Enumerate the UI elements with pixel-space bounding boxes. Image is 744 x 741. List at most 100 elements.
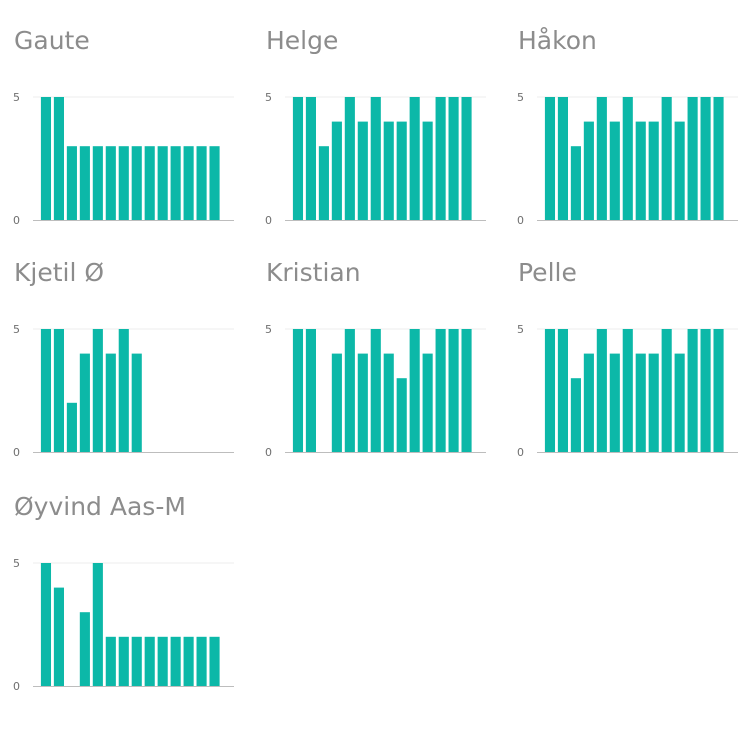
bar	[661, 329, 672, 452]
bar	[105, 146, 116, 220]
bar	[183, 146, 194, 220]
bar	[92, 563, 103, 686]
bar	[396, 121, 407, 220]
bar	[40, 563, 52, 686]
chart-title: Helge	[266, 26, 339, 55]
bar	[344, 97, 355, 220]
bar	[700, 329, 711, 452]
chart-plot: 05010	[517, 323, 738, 459]
bar	[674, 353, 685, 452]
bar	[305, 97, 316, 220]
bar	[700, 97, 711, 220]
bar	[583, 353, 594, 452]
bar	[370, 329, 381, 452]
chart-title: Håkon	[518, 26, 597, 55]
bar	[357, 353, 368, 452]
bar	[570, 146, 581, 220]
bar	[79, 146, 90, 220]
chart-panel: Kristian05010	[252, 232, 504, 464]
bar	[422, 121, 433, 220]
chart-plot: 05010	[13, 557, 234, 693]
bar	[409, 329, 420, 452]
bar	[292, 329, 304, 452]
y-tick-label: 5	[265, 323, 272, 336]
y-tick-label: 5	[13, 323, 20, 336]
chart-title: Kjetil Ø	[14, 258, 105, 287]
chart-title: Pelle	[518, 258, 577, 287]
y-tick-label: 5	[13, 557, 20, 570]
bar	[383, 121, 394, 220]
bar	[105, 353, 116, 452]
chart-panel: Øyvind Aas-M 05010	[0, 466, 252, 698]
chart-panel: Håkon 05010	[504, 0, 744, 232]
bar	[622, 97, 633, 220]
bar	[674, 121, 685, 220]
bar	[557, 97, 568, 220]
chart-panel: Helge05010	[252, 0, 504, 232]
bar	[331, 121, 342, 220]
bar	[396, 378, 407, 452]
bar	[635, 353, 646, 452]
bar	[687, 329, 698, 452]
bar	[661, 97, 672, 220]
bar	[461, 97, 472, 220]
y-tick-label: 0	[517, 446, 524, 459]
bar	[131, 146, 142, 220]
bar	[118, 146, 129, 220]
bar	[596, 329, 607, 452]
bar	[131, 353, 142, 452]
chart-panel: Pelle 05010	[504, 232, 744, 464]
bar	[648, 121, 659, 220]
bar	[609, 121, 620, 220]
y-tick-label: 0	[13, 214, 20, 227]
bar	[448, 97, 459, 220]
y-tick-label: 5	[265, 91, 272, 104]
bar	[435, 329, 446, 452]
bar	[648, 353, 659, 452]
bar	[461, 329, 472, 452]
bar	[713, 329, 724, 452]
chart-plot: 05010	[517, 91, 738, 227]
bar	[66, 402, 77, 452]
bar	[305, 329, 316, 452]
bar	[66, 146, 77, 220]
bar	[157, 146, 168, 220]
chart-title: Kristian	[266, 258, 361, 287]
bar	[609, 353, 620, 452]
bar	[53, 587, 64, 686]
chart-plot: 05010	[13, 91, 234, 227]
y-tick-label: 5	[13, 91, 20, 104]
bar	[331, 353, 342, 452]
chart-title: Øyvind Aas-M	[14, 492, 186, 521]
bar	[583, 121, 594, 220]
bar	[196, 146, 207, 220]
bar	[383, 353, 394, 452]
bar	[635, 121, 646, 220]
bar	[357, 121, 368, 220]
bar	[544, 329, 556, 452]
bar	[157, 636, 168, 686]
bar	[596, 97, 607, 220]
bar	[92, 329, 103, 452]
y-tick-label: 0	[265, 446, 272, 459]
bar	[687, 97, 698, 220]
bar	[53, 97, 64, 220]
bar	[92, 146, 103, 220]
y-tick-label: 5	[517, 91, 524, 104]
bar	[170, 636, 181, 686]
chart-plot: 05010	[265, 91, 486, 227]
chart-plot: 05010	[265, 323, 486, 459]
bar	[370, 97, 381, 220]
bar	[144, 636, 155, 686]
bar	[40, 97, 52, 220]
chart-panel: Kjetil Ø05010	[0, 232, 252, 464]
bar	[209, 636, 220, 686]
bar	[118, 636, 129, 686]
bar	[409, 97, 420, 220]
y-tick-label: 0	[265, 214, 272, 227]
bar	[40, 329, 52, 452]
bar	[209, 146, 220, 220]
chart-panel: Gaute05010	[0, 0, 252, 232]
bar	[196, 636, 207, 686]
